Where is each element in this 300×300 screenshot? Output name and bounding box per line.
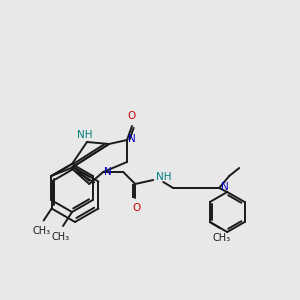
Text: N: N [221, 182, 229, 192]
Text: NH: NH [156, 172, 172, 182]
Text: CH₃: CH₃ [52, 232, 70, 242]
Text: CH₃: CH₃ [213, 233, 231, 243]
Text: N: N [104, 167, 112, 177]
Text: O: O [128, 111, 136, 121]
Text: NH: NH [77, 130, 93, 140]
Text: N: N [128, 134, 136, 144]
Text: CH₃: CH₃ [33, 226, 51, 236]
Text: O: O [132, 203, 140, 213]
